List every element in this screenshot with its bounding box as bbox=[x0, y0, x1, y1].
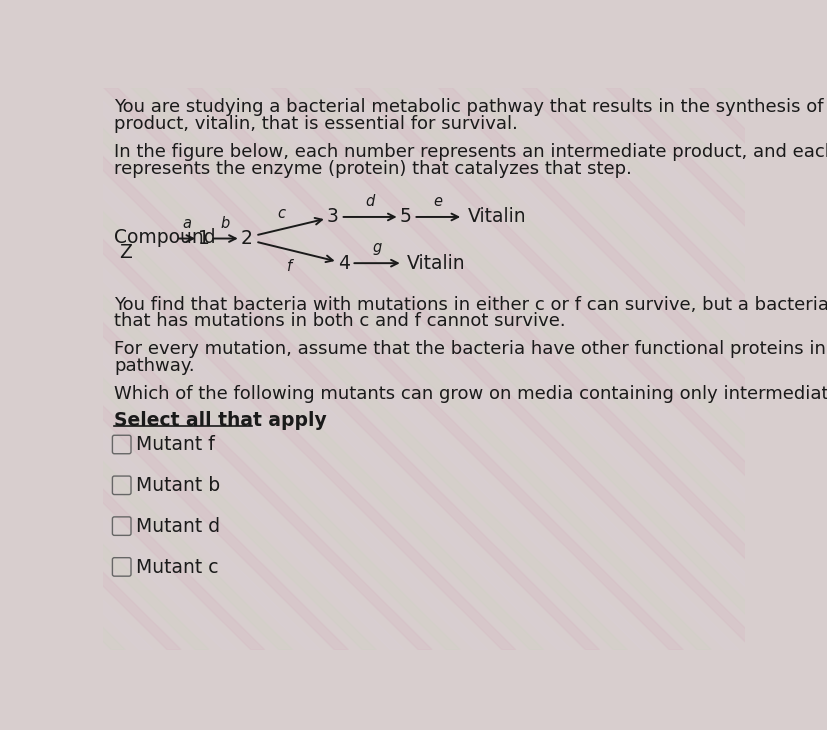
Text: You are studying a bacterial metabolic pathway that results in the synthesis of : You are studying a bacterial metabolic p… bbox=[114, 99, 827, 116]
Polygon shape bbox=[716, 88, 827, 650]
Text: Select all that apply: Select all that apply bbox=[114, 411, 327, 430]
Polygon shape bbox=[0, 88, 237, 650]
Polygon shape bbox=[0, 88, 41, 650]
Text: 1: 1 bbox=[198, 229, 210, 248]
Text: Mutant b: Mutant b bbox=[136, 476, 220, 495]
Text: Compound: Compound bbox=[114, 228, 216, 247]
Polygon shape bbox=[159, 88, 739, 650]
Polygon shape bbox=[466, 88, 827, 650]
Polygon shape bbox=[689, 88, 827, 650]
Polygon shape bbox=[75, 88, 654, 650]
Polygon shape bbox=[48, 88, 627, 650]
Polygon shape bbox=[327, 88, 827, 650]
Text: represents the enzyme (protein) that catalyzes that step.: represents the enzyme (protein) that cat… bbox=[114, 160, 632, 178]
Text: 4: 4 bbox=[337, 253, 349, 273]
Polygon shape bbox=[744, 88, 827, 650]
Text: b: b bbox=[221, 216, 230, 231]
Polygon shape bbox=[103, 88, 682, 650]
Polygon shape bbox=[0, 88, 320, 650]
Polygon shape bbox=[0, 88, 375, 650]
Polygon shape bbox=[772, 88, 827, 650]
Text: pathway.: pathway. bbox=[114, 357, 194, 375]
Polygon shape bbox=[0, 88, 153, 650]
Polygon shape bbox=[270, 88, 827, 650]
Polygon shape bbox=[800, 88, 827, 650]
Text: that has mutations in both c and f cannot survive.: that has mutations in both c and f canno… bbox=[114, 312, 566, 331]
Text: c: c bbox=[276, 206, 284, 220]
Text: Vitalin: Vitalin bbox=[407, 253, 466, 273]
Polygon shape bbox=[0, 88, 543, 650]
Polygon shape bbox=[577, 88, 827, 650]
Text: Vitalin: Vitalin bbox=[467, 207, 526, 226]
Polygon shape bbox=[494, 88, 827, 650]
Polygon shape bbox=[0, 88, 404, 650]
Text: For every mutation, assume that the bacteria have other functional proteins in t: For every mutation, assume that the bact… bbox=[114, 340, 827, 358]
Polygon shape bbox=[0, 88, 348, 650]
Text: Mutant c: Mutant c bbox=[136, 558, 218, 577]
Polygon shape bbox=[0, 88, 265, 650]
Polygon shape bbox=[0, 88, 292, 650]
Polygon shape bbox=[0, 88, 432, 650]
Text: 2: 2 bbox=[241, 229, 252, 248]
Polygon shape bbox=[437, 88, 827, 650]
Polygon shape bbox=[299, 88, 827, 650]
Text: Mutant d: Mutant d bbox=[136, 517, 220, 536]
Polygon shape bbox=[0, 88, 13, 650]
Text: g: g bbox=[372, 240, 381, 256]
Text: d: d bbox=[365, 194, 375, 210]
Polygon shape bbox=[605, 88, 827, 650]
Polygon shape bbox=[0, 88, 125, 650]
Polygon shape bbox=[633, 88, 827, 650]
Polygon shape bbox=[382, 88, 827, 650]
Polygon shape bbox=[242, 88, 822, 650]
Polygon shape bbox=[20, 88, 599, 650]
Text: a: a bbox=[183, 216, 192, 231]
Polygon shape bbox=[0, 88, 208, 650]
Text: 5: 5 bbox=[399, 207, 411, 226]
Text: e: e bbox=[433, 194, 442, 210]
Text: f: f bbox=[286, 259, 291, 274]
Polygon shape bbox=[661, 88, 827, 650]
Polygon shape bbox=[0, 88, 515, 650]
Polygon shape bbox=[215, 88, 794, 650]
Polygon shape bbox=[131, 88, 710, 650]
Text: In the figure below, each number represents an intermediate product, and each le: In the figure below, each number represe… bbox=[114, 143, 827, 161]
Polygon shape bbox=[187, 88, 766, 650]
Text: product, vitalin, that is essential for survival.: product, vitalin, that is essential for … bbox=[114, 115, 518, 134]
Polygon shape bbox=[410, 88, 827, 650]
Polygon shape bbox=[0, 88, 487, 650]
Polygon shape bbox=[549, 88, 827, 650]
Text: 3: 3 bbox=[327, 207, 338, 226]
Polygon shape bbox=[0, 88, 571, 650]
Polygon shape bbox=[0, 88, 181, 650]
Text: You find that bacteria with mutations in either c or f can survive, but a bacter: You find that bacteria with mutations in… bbox=[114, 296, 827, 313]
Polygon shape bbox=[354, 88, 827, 650]
Polygon shape bbox=[0, 88, 69, 650]
Text: Which of the following mutants can grow on media containing only intermediate 3?: Which of the following mutants can grow … bbox=[114, 385, 827, 403]
Polygon shape bbox=[0, 88, 460, 650]
Polygon shape bbox=[521, 88, 827, 650]
Polygon shape bbox=[0, 88, 98, 650]
Text: Z: Z bbox=[119, 243, 131, 262]
Text: Mutant f: Mutant f bbox=[136, 435, 214, 454]
